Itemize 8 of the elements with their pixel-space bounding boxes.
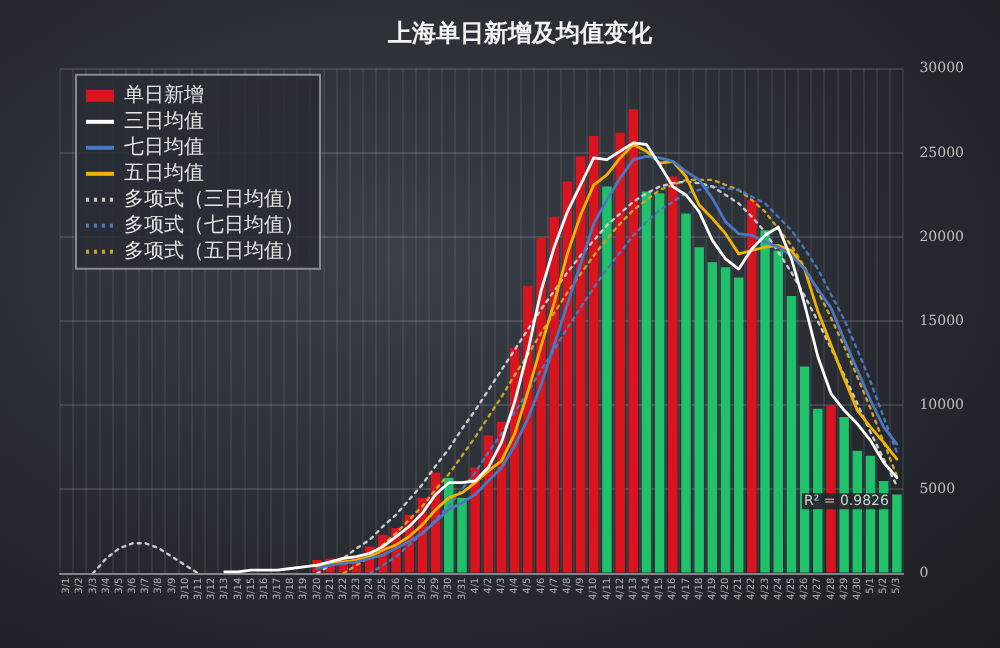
legend-label: 五日均值 [124, 160, 204, 185]
legend-label: 多项式（五日均值） [124, 238, 304, 263]
legend-label: 单日新增 [124, 82, 204, 107]
legend-label: 多项式（三日均值） [124, 186, 304, 211]
legend-label: 三日均值 [124, 108, 204, 133]
legend-label: 七日均值 [124, 134, 204, 159]
legend-label: 多项式（七日均值） [124, 212, 304, 237]
chart-title: 上海单日新增及均值变化 [386, 18, 654, 47]
